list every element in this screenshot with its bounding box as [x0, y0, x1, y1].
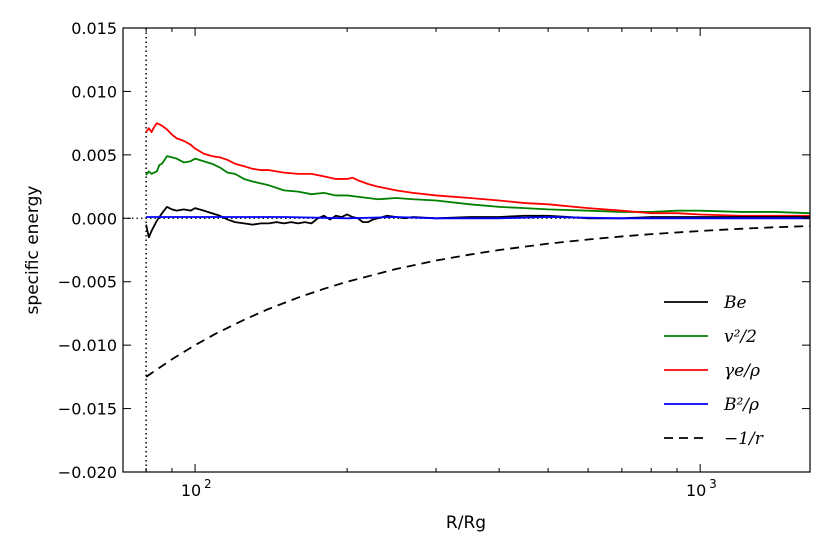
legend-label-0: Be	[723, 293, 747, 313]
series-line-0	[145, 205, 810, 239]
y-axis-label: specific energy	[23, 186, 43, 315]
y-tick-label-5: −0.010	[58, 336, 117, 355]
legend-label-1: v²/2	[724, 327, 757, 347]
series-line-1	[145, 155, 810, 215]
y-tick-label-7: −0.020	[58, 463, 117, 482]
legend: Be v²/2 γe/ρ B²/ρ −1/r	[664, 293, 764, 449]
y-tick-label-4: −0.005	[58, 273, 117, 292]
series-line-4	[145, 225, 810, 378]
y-tick-label-0: 0.015	[71, 19, 117, 38]
series-line-3	[146, 216, 810, 220]
y-tick-label-1: 0.010	[71, 82, 117, 101]
y-tick-label-6: −0.015	[58, 400, 117, 419]
series-line-2	[145, 122, 810, 217]
x-axis-label: R/Rg	[446, 513, 486, 533]
legend-label-2: γe/ρ	[724, 361, 760, 381]
y-tick-label-2: 0.005	[71, 146, 117, 165]
legend-label-3: B²/ρ	[723, 395, 759, 415]
plot-frame	[122, 27, 811, 473]
x-tick-label-0: 10	[181, 481, 201, 500]
y-tick-label-3: 0.000	[71, 209, 117, 228]
legend-label-4: −1/r	[724, 429, 764, 449]
x-tick-exp-1: 3	[709, 477, 717, 491]
x-tick-label-1: 10	[686, 481, 706, 500]
x-tick-exp-0: 2	[204, 477, 212, 491]
